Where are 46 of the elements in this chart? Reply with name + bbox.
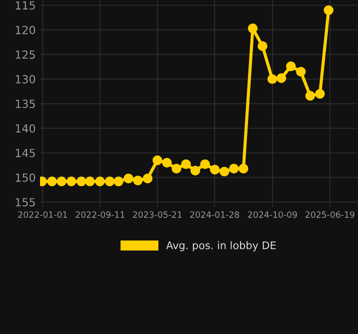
y-tick-label: 145 (16, 148, 35, 158)
point (95, 176, 105, 186)
point (162, 158, 172, 168)
point (200, 159, 210, 170)
point (66, 176, 76, 186)
y-tick-label: 150 (16, 173, 36, 182)
point (114, 176, 124, 186)
point (104, 176, 115, 186)
point (229, 164, 239, 174)
point (305, 90, 316, 101)
point (85, 176, 95, 186)
legend-label: Avg. pos. in lobby DE (166, 241, 276, 252)
y-tick-label: 120 (16, 26, 36, 34)
point (132, 176, 143, 186)
x-tick-label: 2024-10-09 (248, 211, 297, 218)
y-tick-label: 130 (16, 75, 36, 84)
y-tick-label: 135 (16, 100, 35, 108)
x-tick-label: 2022-09-11 (76, 211, 124, 218)
point (210, 164, 220, 174)
y-tick-label: 155 (16, 198, 35, 206)
point (238, 164, 248, 174)
x-tick-label: 2024-01-28 (190, 211, 240, 218)
x-tick-label: 2025-06-19 (306, 211, 354, 218)
y-tick-label: 115 (16, 1, 35, 10)
point (56, 176, 66, 186)
point (258, 41, 268, 51)
x-tick-label: 2023-05-21 (132, 211, 182, 218)
point (142, 174, 152, 184)
x-tick-label: 2022-01-01 (18, 211, 67, 218)
point (172, 164, 182, 174)
point (220, 166, 230, 176)
point (324, 5, 334, 16)
point (76, 176, 86, 186)
point (47, 176, 57, 186)
point (181, 159, 191, 170)
point (296, 66, 306, 77)
point (286, 61, 296, 72)
point (124, 174, 134, 184)
point (248, 24, 258, 34)
point (315, 88, 325, 99)
y-tick-label: 140 (16, 124, 36, 133)
point (276, 73, 286, 83)
point (152, 155, 162, 166)
y-tick-label: 125 (16, 50, 35, 59)
point (190, 166, 200, 176)
point (267, 74, 278, 84)
